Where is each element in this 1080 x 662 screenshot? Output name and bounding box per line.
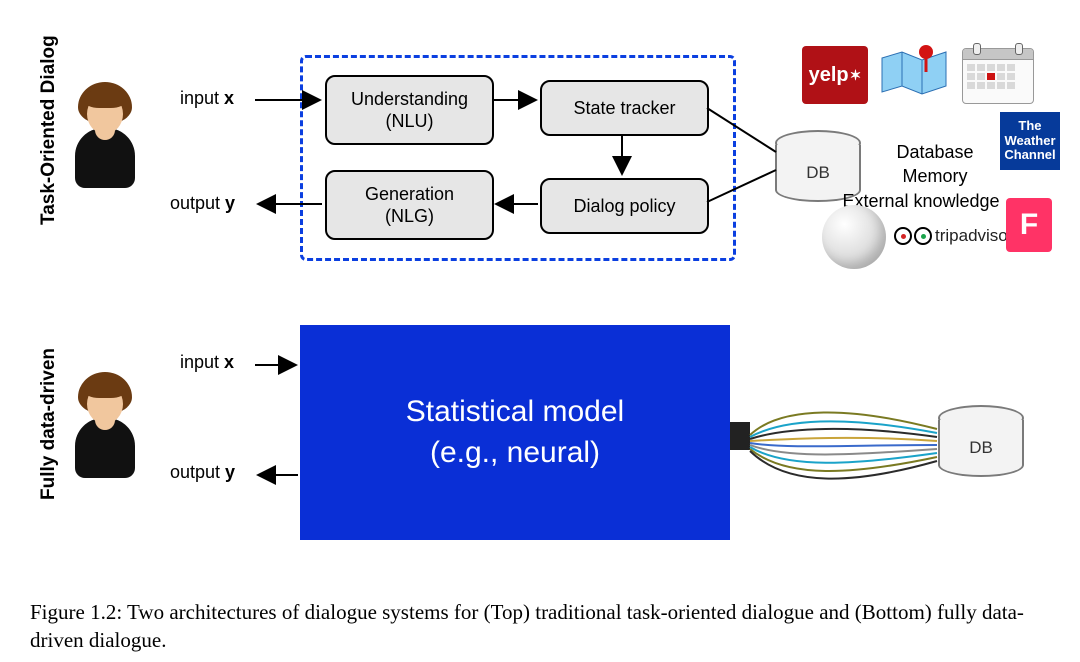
node-dialog-policy: Dialog policy <box>540 178 709 234</box>
node-nlg: Generation (NLG) <box>325 170 494 240</box>
io-input-top: input x <box>180 88 234 109</box>
statistical-model-line1: Statistical model <box>406 392 624 433</box>
user-icon-top <box>70 80 140 190</box>
knowledge-text: Database Memory External knowledge <box>870 140 1000 213</box>
figure-canvas: Task-Oriented Dialog Fully data-driven i… <box>0 0 1080 662</box>
io-output-top: output y <box>170 193 235 214</box>
node-state-tracker: State tracker <box>540 80 709 136</box>
section-label-bottom: Fully data-driven <box>38 348 60 500</box>
caption-text: Two architectures of dialogue systems fo… <box>30 600 1024 652</box>
weather-channel-logo-icon: TheWeatherChannel <box>1000 112 1060 170</box>
io-input-bottom: input x <box>180 352 234 373</box>
wires-icon <box>732 395 942 495</box>
statistical-model-line2: (e.g., neural) <box>406 433 624 474</box>
yelp-logo-icon: yelp✶ <box>802 46 868 104</box>
caption-prefix: Figure 1.2: <box>30 600 122 624</box>
tripadvisor-logo-icon: tripadvisor <box>894 226 1013 246</box>
foursquare-logo-icon: F <box>1006 198 1052 252</box>
section-label-top: Task-Oriented Dialog <box>38 35 60 225</box>
node-nlu: Understanding (NLU) <box>325 75 494 145</box>
calendar-logo-icon <box>962 48 1034 104</box>
user-icon-bottom <box>70 370 140 480</box>
wikipedia-logo-icon <box>822 205 886 269</box>
statistical-model-box: Statistical model (e.g., neural) <box>300 325 730 540</box>
db-icon-bottom: DB <box>938 405 1020 477</box>
map-logo-icon <box>878 38 952 96</box>
figure-caption: Figure 1.2: Two architectures of dialogu… <box>30 598 1050 655</box>
io-output-bottom: output y <box>170 462 235 483</box>
